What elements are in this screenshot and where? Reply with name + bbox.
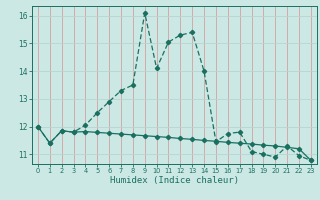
X-axis label: Humidex (Indice chaleur): Humidex (Indice chaleur) (110, 176, 239, 185)
